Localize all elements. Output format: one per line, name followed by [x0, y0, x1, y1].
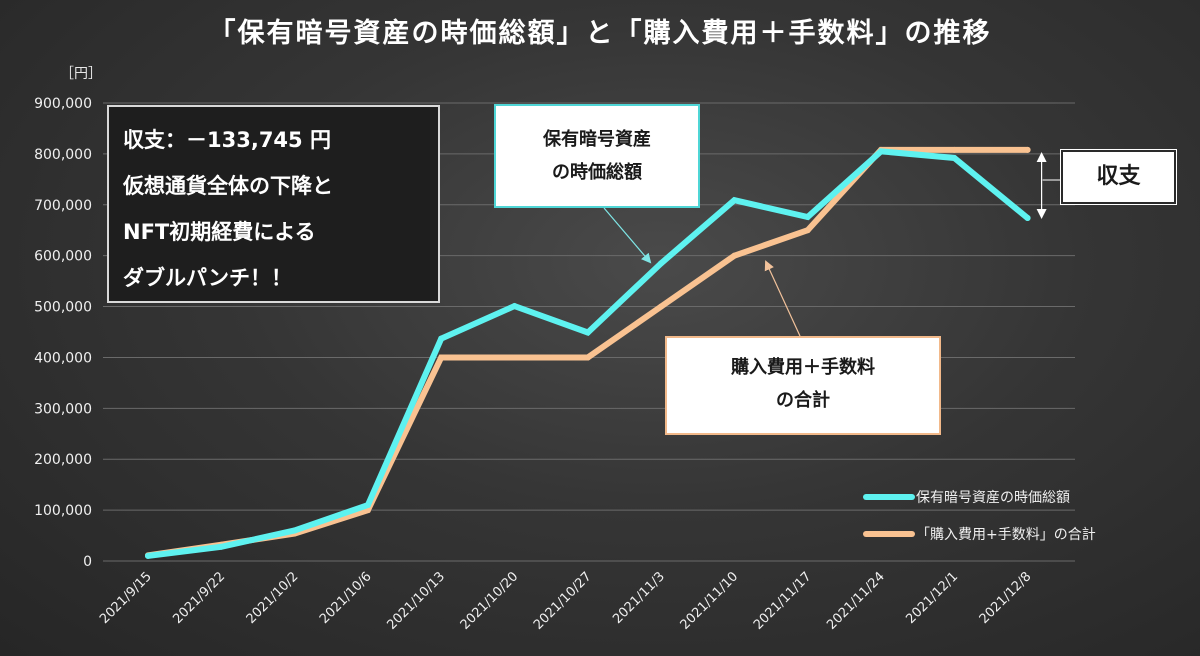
market-value-point [584, 329, 591, 336]
summary-line-double-punch: ダブルパンチ！！ [123, 266, 293, 290]
market-value-point [291, 527, 298, 534]
balance-label-box: 収支 [1060, 149, 1177, 205]
cost-total-point [438, 354, 445, 361]
cost-total-point [511, 354, 518, 361]
market-value-callout: 保有暗号資産 の時価総額 [494, 104, 700, 208]
cost-total-point [584, 354, 591, 361]
x-tick-label: 2021/12/8 [977, 569, 1035, 627]
x-tick-label: 2021/10/20 [458, 569, 522, 633]
cost-total-point [1024, 146, 1031, 153]
y-tick-label: 900,000 [34, 96, 92, 112]
legend-label-cost: 「購入費用+手数料」の合計 [916, 527, 1096, 543]
market-value-point [145, 552, 151, 559]
cost-callout-line-2: の合計 [776, 390, 830, 411]
x-tick-label: 2021/10/13 [384, 569, 448, 633]
cost-callout: 購入費用＋手数料 の合計 [665, 336, 941, 435]
x-tick-label: 2021/12/1 [903, 569, 961, 627]
cost-callout-connector [764, 260, 801, 337]
summary-note-box: 収支：－133,745 円 仮想通貨全体の下降と NFT初期経費による ダブルパ… [107, 105, 440, 303]
market-callout-line-2: の時価総額 [552, 162, 642, 183]
y-tick-label: 800,000 [34, 147, 92, 163]
market-value-point [511, 303, 518, 310]
balance-label: 収支 [1096, 164, 1141, 189]
x-tick-label: 2021/11/24 [824, 569, 888, 633]
market-callout-connector [603, 207, 652, 264]
legend-label-market: 保有暗号資産の時価総額 [916, 490, 1070, 506]
x-tick-label: 2021/10/6 [317, 569, 375, 627]
y-axis-ticks: 0 100,000 200,000 300,000 400,000 500,000 600,… [34, 96, 92, 570]
cost-callout-line-1: 購入費用＋手数料 [731, 357, 875, 378]
market-value-point [731, 197, 738, 204]
cost-total-point [731, 252, 738, 259]
x-tick-label: 2021/10/27 [531, 569, 595, 633]
cost-total-point [804, 227, 811, 234]
market-callout-line-1: 保有暗号資産 [543, 129, 651, 150]
chart-title: 「保有暗号資産の時価総額」と「購入費用＋手数料」の推移 [209, 17, 992, 49]
series-lines [145, 146, 1031, 559]
market-value-point [658, 260, 665, 267]
x-tick-label: 2021/11/17 [751, 569, 815, 633]
market-value-point [218, 543, 225, 550]
market-value-point [364, 502, 371, 509]
x-axis-ticks: 2021/9/15 2021/9/22 2021/10/2 2021/10/6 2021… [97, 569, 1034, 633]
market-value-point [1024, 215, 1031, 222]
x-tick-label: 2021/9/22 [170, 569, 228, 627]
summary-line-market-decline: 仮想通貨全体の下降と [123, 174, 333, 198]
x-tick-label: 2021/9/15 [97, 569, 155, 627]
x-tick-label: 2021/11/10 [678, 569, 742, 633]
market-value-point [878, 148, 884, 155]
cost-total-point [951, 146, 958, 153]
cost-total-point [658, 303, 665, 310]
x-tick-label: 2021/11/3 [610, 569, 668, 627]
summary-line-balance: 収支：－133,745 円 [123, 128, 331, 152]
y-axis-unit-label: ［円］ [60, 66, 102, 82]
y-tick-label: 100,000 [34, 503, 92, 519]
y-tick-label: 400,000 [34, 350, 92, 366]
callout-connectors [603, 152, 1061, 337]
legend: 保有暗号資産の時価総額「購入費用+手数料」の合計 [863, 490, 1096, 543]
y-tick-label: 500,000 [34, 300, 92, 316]
y-tick-label: 300,000 [34, 401, 92, 417]
y-tick-label: 200,000 [34, 452, 92, 468]
y-tick-label: 700,000 [34, 198, 92, 214]
y-tick-label: 600,000 [34, 249, 92, 265]
y-tick-label: 0 [83, 554, 92, 570]
x-tick-label: 2021/10/2 [244, 569, 302, 627]
market-value-point [951, 154, 958, 161]
market-value-point [438, 335, 445, 342]
market-value-point [804, 213, 811, 220]
summary-line-nft-costs: NFT初期経費による [123, 220, 316, 244]
